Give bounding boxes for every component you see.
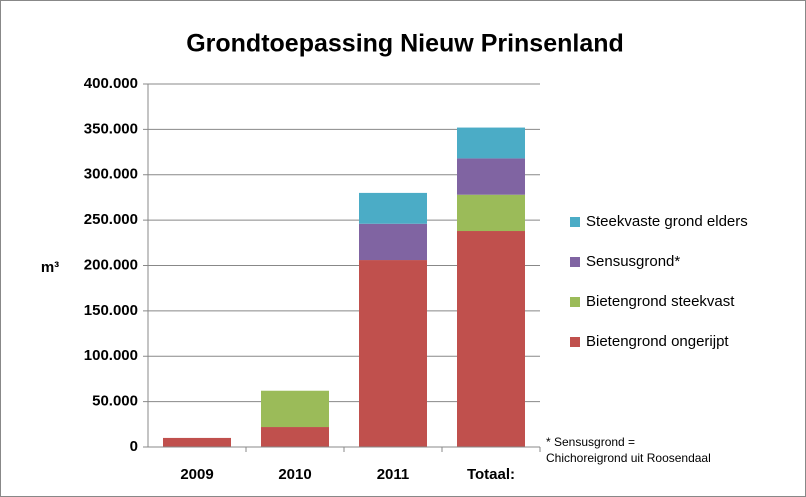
legend-label: Bietengrond ongerijpt xyxy=(586,333,729,350)
bar-segment xyxy=(261,427,329,447)
y-tick-label: 250.000 xyxy=(84,211,138,228)
x-tick-label: Totaal: xyxy=(467,466,515,483)
bar-segment xyxy=(457,231,525,447)
legend-swatch xyxy=(570,217,580,227)
bar-segment xyxy=(163,437,231,447)
x-tick-label: 2011 xyxy=(377,466,410,483)
legend-label: Sensusgrond* xyxy=(586,253,680,270)
y-tick-label: 200.000 xyxy=(84,256,138,273)
x-tick-label: 2009 xyxy=(180,466,213,483)
y-axis-label: m³ xyxy=(41,259,59,276)
annotation: Chichoreigrond uit Roosendaal xyxy=(546,451,711,465)
legend-swatch xyxy=(570,257,580,267)
y-tick-label: 400.000 xyxy=(84,75,138,92)
bar-segment xyxy=(457,127,525,159)
y-tick-label: 0 xyxy=(130,438,138,455)
legend-label: Bietengrond steekvast xyxy=(586,293,735,310)
y-tick-label: 150.000 xyxy=(84,302,138,319)
bar-segment xyxy=(359,260,427,447)
x-tick-label: 2010 xyxy=(278,466,311,483)
bar-segment xyxy=(359,223,427,261)
bar-segment xyxy=(457,194,525,232)
y-tick-label: 350.000 xyxy=(84,120,138,137)
bar-segment xyxy=(359,192,427,224)
legend-label: Steekvaste grond elders xyxy=(586,213,748,230)
bar-segment xyxy=(261,390,329,428)
legend-swatch xyxy=(570,297,580,307)
bar-segment xyxy=(457,158,525,195)
y-tick-label: 50.000 xyxy=(92,393,138,410)
chart-title: Grondtoepassing Nieuw Prinsenland xyxy=(186,30,624,58)
y-tick-label: 100.000 xyxy=(84,347,138,364)
annotation: * Sensusgrond = xyxy=(546,435,635,449)
legend-swatch xyxy=(570,337,580,347)
y-tick-label: 300.000 xyxy=(84,166,138,183)
